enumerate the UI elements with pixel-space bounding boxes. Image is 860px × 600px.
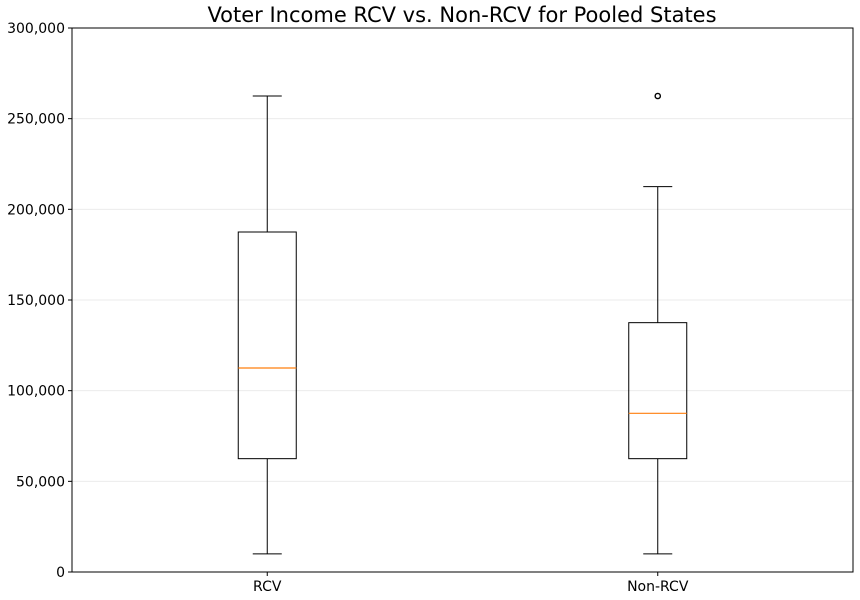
box-group-non-rcv xyxy=(628,92,688,555)
y-tick-label: 300,000 xyxy=(7,21,65,37)
chart-title: Voter Income RCV vs. Non-RCV for Pooled … xyxy=(207,3,716,27)
box-group-rcv xyxy=(237,95,297,555)
y-axis: 0 50,000 100,000 150,000 200,000 250,000 300,0… xyxy=(7,21,72,581)
y-tick-label: 250,000 xyxy=(7,112,65,128)
y-tick-label: 150,000 xyxy=(7,293,65,309)
y-tick-label: 200,000 xyxy=(7,202,65,218)
y-tick-label: 0 xyxy=(56,565,65,581)
iqr-box xyxy=(628,322,688,460)
gridlines xyxy=(72,118,853,482)
y-tick-label: 100,000 xyxy=(7,384,65,400)
outlier-point xyxy=(654,92,662,100)
x-tick-label: RCV xyxy=(253,579,282,595)
x-axis: RCV Non-RCV xyxy=(253,572,689,595)
iqr-box xyxy=(237,231,297,460)
plot-marks xyxy=(237,92,688,555)
y-tick-label: 50,000 xyxy=(16,474,65,490)
x-tick-label: Non-RCV xyxy=(627,579,689,595)
